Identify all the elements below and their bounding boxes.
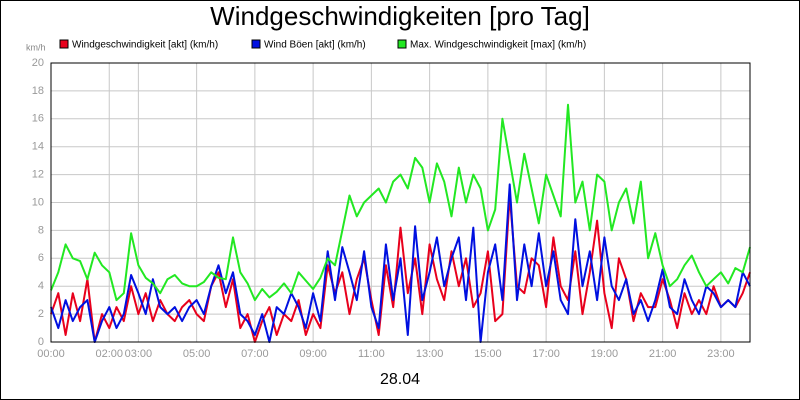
plot-border	[50, 62, 751, 343]
legend-label: Wind Böen [akt] (km/h)	[264, 40, 366, 51]
x-tick-label: 19:00	[591, 348, 619, 360]
y-tick-label: 2	[38, 308, 44, 320]
y-tick-label: 4	[38, 280, 44, 292]
x-tick-label: 07:00	[241, 348, 269, 360]
y-tick-label: 12	[32, 169, 44, 181]
y-tick-label: 6	[38, 252, 44, 264]
series-line	[50, 183, 751, 343]
y-tick-label: 14	[32, 141, 44, 153]
x-tick-label: 02:00	[95, 348, 123, 360]
x-tick-label: 17:00	[532, 348, 560, 360]
legend-swatch	[397, 39, 407, 49]
y-tick-label: 8	[38, 224, 44, 236]
y-tick-label: 16	[32, 113, 44, 125]
x-tick-label: 15:00	[474, 348, 502, 360]
x-tick-label: 05:00	[183, 348, 211, 360]
y-unit: km/h	[26, 42, 46, 52]
y-tick-label: 18	[32, 85, 44, 97]
legend-label: Max. Windgeschwindigkeit [max] (km/h)	[410, 40, 586, 51]
legend-swatch	[251, 39, 261, 49]
legend-label: Windgeschwindigkeit [akt] (km/h)	[72, 40, 218, 51]
y-tick-label: 0	[38, 336, 44, 348]
x-tick-label: 03:00	[125, 348, 153, 360]
chart-title: Windgeschwindigkeiten [pro Tag]	[210, 1, 590, 31]
x-tick-label: 00:00	[37, 348, 65, 360]
x-tick-label: 11:00	[358, 348, 385, 360]
x-tick-label: 13:00	[416, 348, 444, 360]
y-tick-label: 10	[32, 196, 44, 208]
legend-swatch	[59, 39, 69, 49]
series-line	[50, 103, 751, 302]
x-tick-label: 23:00	[707, 348, 735, 360]
date-label: 28.04	[380, 371, 420, 388]
y-tick-label: 20	[32, 57, 44, 69]
x-tick-label: 21:00	[649, 348, 677, 360]
x-tick-label: 09:00	[299, 348, 327, 360]
